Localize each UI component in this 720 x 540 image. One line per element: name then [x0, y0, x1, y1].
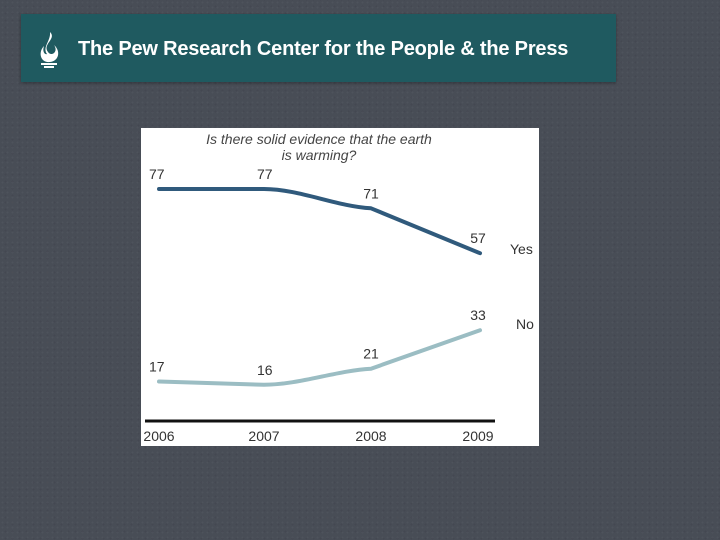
data-label-yes-2007: 77 — [257, 166, 273, 182]
x-tick-label-2009: 2009 — [462, 428, 493, 444]
data-label-yes-2006: 77 — [149, 166, 165, 182]
data-label-no-2007: 16 — [257, 362, 273, 378]
x-tick-label-2008: 2008 — [355, 428, 386, 444]
header-title: The Pew Research Center for the People &… — [78, 38, 569, 60]
line-chart: Is there solid evidence that the earth i… — [141, 128, 539, 446]
series-line-yes — [157, 187, 482, 256]
flame-logo-icon — [40, 32, 59, 68]
chart-plot: 77 77 71 57 Yes 17 16 21 33 No 2006 2007 2008 2009 — [143, 166, 534, 444]
data-label-yes-2009: 57 — [470, 230, 486, 246]
data-label-no-2008: 21 — [363, 346, 379, 362]
legend-label-yes: Yes — [510, 241, 533, 257]
data-label-yes-2008: 71 — [363, 185, 379, 201]
x-tick-label-2007: 2007 — [248, 428, 279, 444]
header-banner: The Pew Research Center for the People &… — [21, 14, 616, 82]
data-label-no-2006: 17 — [149, 359, 165, 375]
legend-label-no: No — [516, 316, 534, 332]
data-label-no-2009: 33 — [470, 307, 486, 323]
chart-title: Is there solid evidence that the earth i… — [206, 131, 432, 163]
series-line-no — [157, 328, 482, 387]
x-tick-label-2006: 2006 — [143, 428, 174, 444]
